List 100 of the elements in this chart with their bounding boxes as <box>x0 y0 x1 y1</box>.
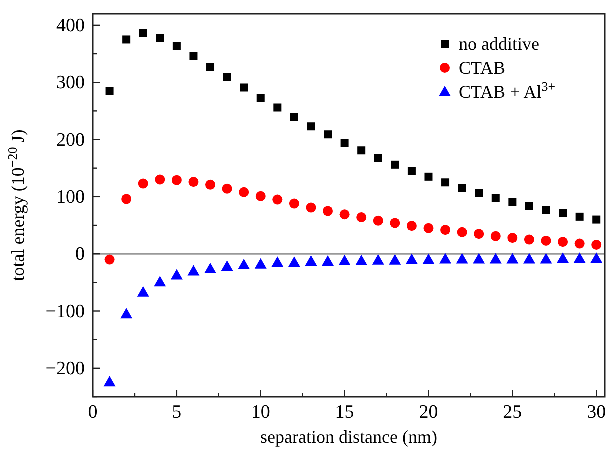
point <box>106 87 114 96</box>
point <box>323 206 334 216</box>
point <box>525 202 534 210</box>
point <box>137 286 150 297</box>
point <box>559 210 568 218</box>
point <box>508 233 518 244</box>
legend-label: CTAB + Al$^{3+}$ <box>459 78 556 102</box>
point <box>541 236 552 246</box>
point <box>408 167 416 176</box>
point <box>492 194 500 202</box>
point <box>256 191 266 202</box>
point <box>524 234 534 245</box>
x-tick-label: 15 <box>335 402 354 423</box>
point <box>475 189 484 198</box>
x-tick-label: 20 <box>419 402 438 423</box>
point <box>188 177 199 188</box>
point <box>389 254 402 265</box>
y-tick-label: 0 <box>76 244 85 266</box>
x-tick-label: 0 <box>88 402 98 423</box>
point <box>391 160 400 169</box>
point <box>557 252 570 264</box>
x-tick-label: 5 <box>172 402 182 423</box>
point <box>256 94 265 102</box>
legend-label: no additive <box>459 34 540 54</box>
point <box>440 225 451 236</box>
point <box>206 63 215 72</box>
point <box>139 29 148 38</box>
point <box>356 212 367 223</box>
point <box>424 223 434 234</box>
point <box>322 256 334 266</box>
point <box>104 254 115 265</box>
point <box>223 73 232 82</box>
point <box>170 269 183 280</box>
point <box>190 52 198 60</box>
point <box>120 308 133 319</box>
y-tick-label: −200 <box>46 358 85 380</box>
point <box>240 84 248 92</box>
point <box>340 139 349 148</box>
y-tick-label: 200 <box>56 130 85 151</box>
x-tick-label: 10 <box>251 402 270 423</box>
x-tick-label: 30 <box>587 402 606 423</box>
point <box>490 253 502 264</box>
point <box>390 218 400 228</box>
point <box>590 252 603 264</box>
point <box>104 376 116 387</box>
point <box>154 276 166 287</box>
point <box>574 252 586 264</box>
point <box>204 262 217 274</box>
legend-label: CTAB <box>459 58 506 78</box>
point <box>172 42 181 50</box>
x-tick-label: 25 <box>503 402 522 423</box>
point <box>290 113 298 122</box>
point <box>254 258 267 269</box>
point <box>272 256 284 268</box>
point <box>289 198 300 209</box>
point <box>221 260 234 272</box>
point <box>456 253 468 264</box>
point <box>356 254 368 266</box>
point <box>122 194 132 204</box>
point <box>155 174 166 185</box>
point <box>358 146 366 155</box>
point <box>422 254 435 264</box>
point <box>540 253 552 264</box>
y-tick-label: 300 <box>56 72 85 94</box>
y-tick-label: 400 <box>56 15 85 36</box>
point <box>156 34 164 42</box>
point <box>338 254 351 266</box>
point <box>372 254 384 265</box>
point <box>306 202 316 213</box>
point <box>473 253 486 264</box>
point <box>506 253 519 264</box>
point <box>523 253 536 264</box>
x-axis-title: separation distance (nm) <box>260 427 438 447</box>
point <box>474 229 484 240</box>
point <box>206 180 216 190</box>
point <box>542 206 550 214</box>
point <box>442 178 450 187</box>
point <box>122 36 131 44</box>
point <box>272 194 283 205</box>
point <box>373 216 384 226</box>
point <box>324 130 332 139</box>
point <box>574 238 585 249</box>
point <box>490 231 501 242</box>
point <box>406 221 417 232</box>
point <box>406 254 418 264</box>
point <box>222 184 232 194</box>
point <box>172 175 182 186</box>
point <box>440 253 452 264</box>
point <box>558 237 568 248</box>
y-tick-label: −100 <box>46 301 85 322</box>
point <box>188 265 200 276</box>
point <box>288 256 300 268</box>
point <box>508 198 517 206</box>
point <box>238 258 250 270</box>
point <box>307 122 316 131</box>
y-tick-label: 100 <box>56 186 85 208</box>
point <box>424 172 433 181</box>
point <box>340 210 350 220</box>
point <box>457 227 468 238</box>
point <box>305 256 318 266</box>
